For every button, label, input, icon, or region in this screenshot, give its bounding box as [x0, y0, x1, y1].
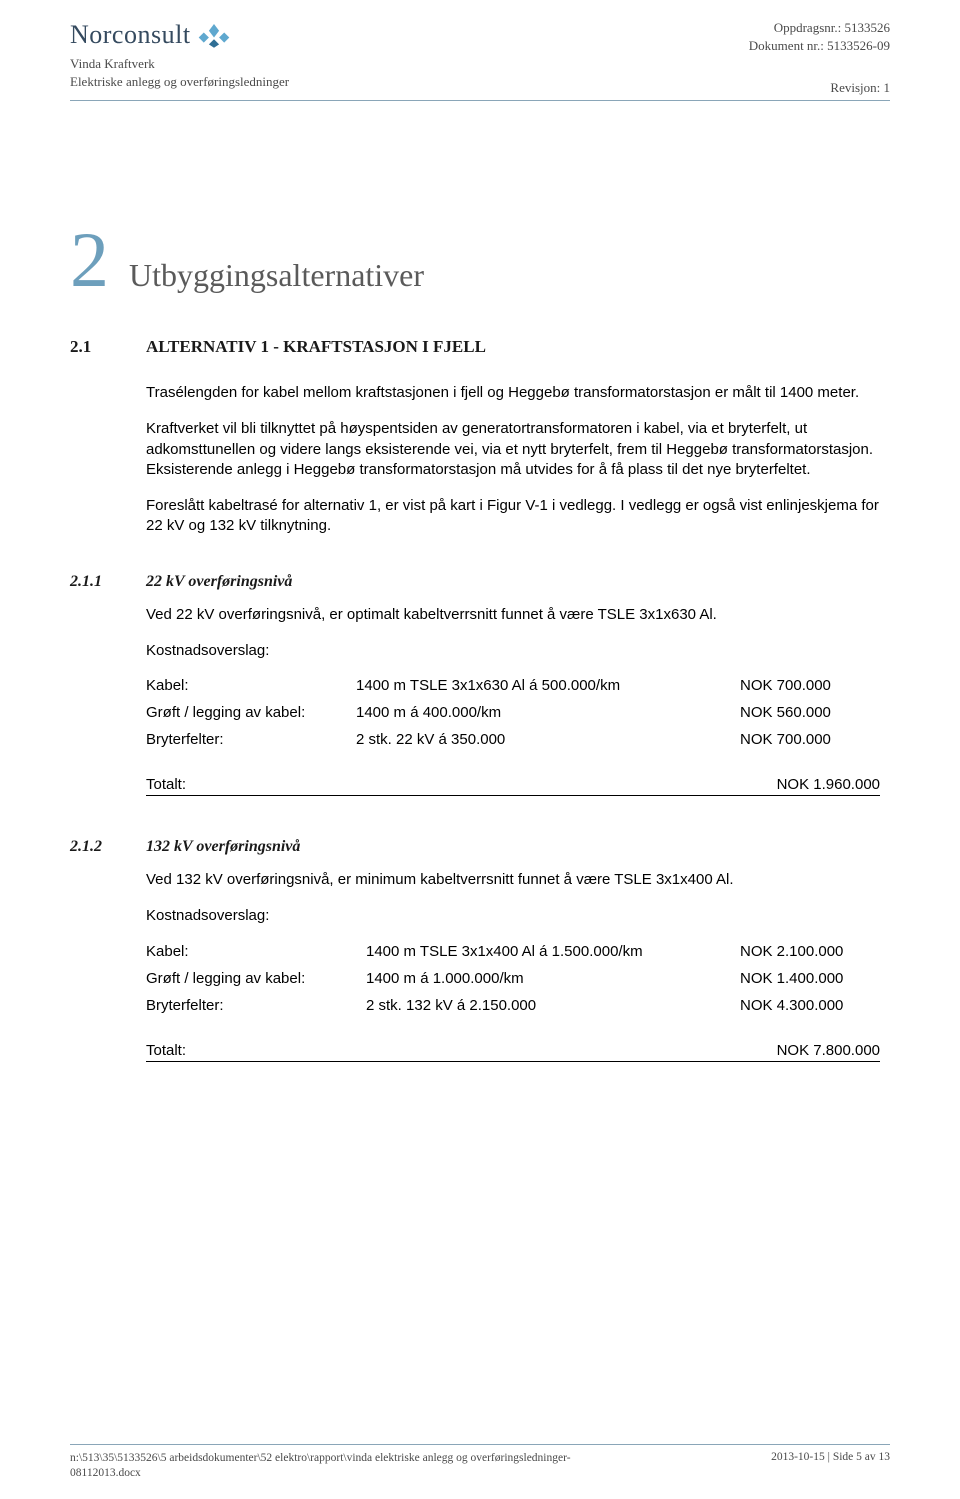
chapter-number: 2: [70, 221, 109, 299]
total-value: NOK 1.960.000: [720, 776, 880, 793]
logo-text: Norconsult: [70, 20, 191, 50]
section-num: 2.1: [70, 337, 118, 357]
section-2-1-2-heading: 2.1.2 132 kV overføringsnivå: [70, 838, 890, 856]
oppdrag-label: Oppdragsnr.:: [774, 20, 842, 35]
cost-label: Bryterfelter:: [146, 731, 356, 748]
cost-desc: 1400 m TSLE 3x1x630 Al á 500.000/km: [356, 677, 740, 694]
subsection-num: 2.1.2: [70, 838, 126, 856]
subsection-title: 22 kV overføringsnivå: [146, 573, 292, 591]
section-2-1-1-body: Ved 22 kV overføringsnivå, er optimalt k…: [146, 605, 880, 662]
oppdrag-line: Oppdragsnr.: 5133526: [749, 20, 890, 36]
total-value: NOK 7.800.000: [720, 1042, 880, 1059]
cost-desc: 1400 m á 400.000/km: [356, 704, 740, 721]
revision-label: Revisjon:: [830, 80, 880, 95]
cost-label: Grøft / legging av kabel:: [146, 704, 356, 721]
cost-desc: 2 stk. 132 kV á 2.150.000: [366, 997, 740, 1014]
footer-path-line2: 08112013.docx: [70, 1467, 141, 1479]
header-rule: [70, 100, 890, 101]
cost-desc: 2 stk. 22 kV á 350.000: [356, 731, 740, 748]
para: Trasélengden for kabel mellom kraftstasj…: [146, 383, 880, 403]
table-row: Grøft / legging av kabel: 1400 m á 400.0…: [146, 704, 880, 721]
header-left: Norconsult Vinda Kraftverk Elektriske an…: [70, 20, 289, 90]
footer-meta: 2013-10-15 | Side 5 av 13: [771, 1451, 890, 1481]
total-label: Totalt:: [146, 776, 720, 793]
table-row: Kabel: 1400 m TSLE 3x1x630 Al á 500.000/…: [146, 677, 880, 694]
section-2-1-2-body: Ved 132 kV overføringsnivå, er minimum k…: [146, 870, 880, 927]
para: Foreslått kabeltrasé for alternativ 1, e…: [146, 496, 880, 537]
chapter-title: Utbyggingsalternativer: [129, 257, 424, 294]
norconsult-diamond-icon: [197, 22, 231, 48]
cost-desc: 1400 m TSLE 3x1x400 Al á 1.500.000/km: [366, 943, 740, 960]
section-2-1-1-heading: 2.1.1 22 kV overføringsnivå: [70, 573, 890, 591]
subsection-num: 2.1.1: [70, 573, 126, 591]
section-title: ALTERNATIV 1 - KRAFTSTASJON I FJELL: [146, 337, 486, 357]
cost-value: NOK 4.300.000: [740, 997, 880, 1014]
document-page: Norconsult Vinda Kraftverk Elektriske an…: [0, 0, 960, 1499]
cost-value: NOK 560.000: [740, 704, 880, 721]
cost-label: Bryterfelter:: [146, 997, 366, 1014]
header-client: Vinda Kraftverk: [70, 56, 289, 72]
section-2-1-heading: 2.1 ALTERNATIV 1 - KRAFTSTASJON I FJELL: [70, 337, 890, 357]
cost-table-132kv: Kabel: 1400 m TSLE 3x1x400 Al á 1.500.00…: [146, 943, 880, 1014]
dokument-line: Dokument nr.: 5133526-09: [749, 38, 890, 54]
kostnad-label: Kostnadsoverslag:: [146, 641, 880, 661]
footer-sep: |: [825, 1451, 833, 1463]
total-label: Totalt:: [146, 1042, 720, 1059]
cost-value: NOK 700.000: [740, 677, 880, 694]
cost-value: NOK 700.000: [740, 731, 880, 748]
revision-value: 1: [884, 80, 891, 95]
para: Ved 22 kV overføringsnivå, er optimalt k…: [146, 605, 880, 625]
footer-path-line1: n:\513\35\5133526\5 arbeidsdokumenter\52…: [70, 1452, 571, 1464]
page-footer: n:\513\35\5133526\5 arbeidsdokumenter\52…: [70, 1444, 890, 1481]
kostnad-label: Kostnadsoverslag:: [146, 906, 880, 926]
subsection-title: 132 kV overføringsnivå: [146, 838, 300, 856]
cost-label: Kabel:: [146, 943, 366, 960]
cost-table-22kv: Kabel: 1400 m TSLE 3x1x630 Al á 500.000/…: [146, 677, 880, 748]
dokument-value: 5133526-09: [827, 38, 890, 53]
para: Kraftverket vil bli tilknyttet på høyspe…: [146, 419, 880, 480]
footer-path: n:\513\35\5133526\5 arbeidsdokumenter\52…: [70, 1451, 571, 1481]
oppdrag-value: 5133526: [845, 20, 891, 35]
table-row: Bryterfelter: 2 stk. 132 kV á 2.150.000 …: [146, 997, 880, 1014]
table-row: Grøft / legging av kabel: 1400 m á 1.000…: [146, 970, 880, 987]
cost-label: Kabel:: [146, 677, 356, 694]
total-row-22kv: Totalt: NOK 1.960.000: [146, 776, 880, 796]
chapter-heading: 2 Utbyggingsalternativer: [70, 221, 890, 299]
cost-value: NOK 1.400.000: [740, 970, 880, 987]
table-row: Kabel: 1400 m TSLE 3x1x400 Al á 1.500.00…: [146, 943, 880, 960]
table-row: Bryterfelter: 2 stk. 22 kV á 350.000 NOK…: [146, 731, 880, 748]
cost-desc: 1400 m á 1.000.000/km: [366, 970, 740, 987]
cost-label: Grøft / legging av kabel:: [146, 970, 366, 987]
header-right: Oppdragsnr.: 5133526 Dokument nr.: 51335…: [749, 20, 890, 56]
total-row-132kv: Totalt: NOK 7.800.000: [146, 1042, 880, 1062]
para: Ved 132 kV overføringsnivå, er minimum k…: [146, 870, 880, 890]
footer-date: 2013-10-15: [771, 1451, 825, 1463]
footer-page: Side 5 av 13: [833, 1451, 890, 1463]
header-project: Elektriske anlegg og overføringsledninge…: [70, 74, 289, 90]
dokument-label: Dokument nr.:: [749, 38, 824, 53]
section-2-1-body: Trasélengden for kabel mellom kraftstasj…: [146, 383, 880, 537]
logo: Norconsult: [70, 20, 289, 50]
cost-value: NOK 2.100.000: [740, 943, 880, 960]
